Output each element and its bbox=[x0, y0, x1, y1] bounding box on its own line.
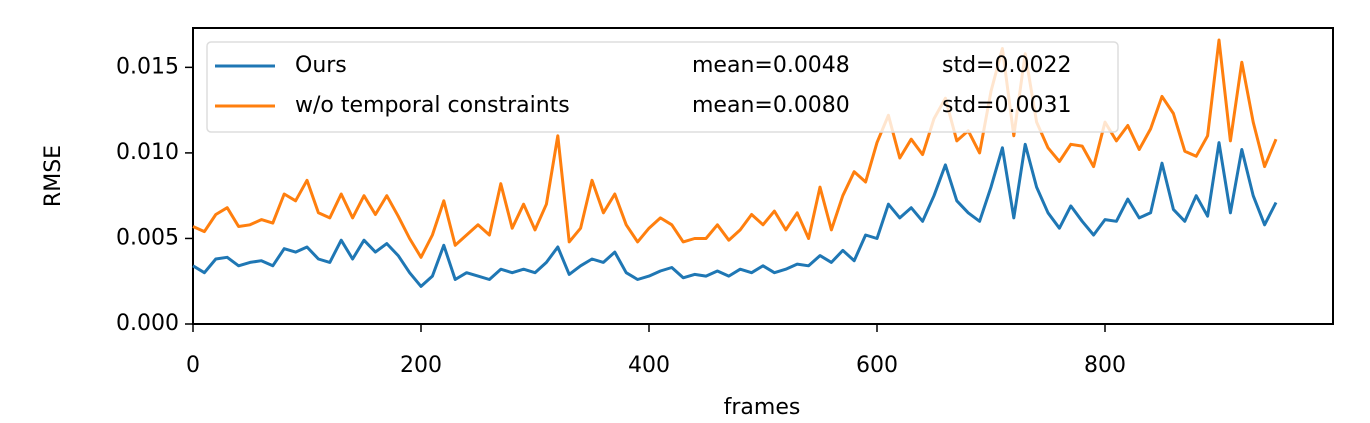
plot-frame bbox=[192, 27, 1334, 325]
legend-std: std=0.0022 bbox=[942, 53, 1071, 78]
series-line bbox=[192, 141, 1278, 288]
legend-mean: mean=0.0048 bbox=[692, 53, 850, 78]
x-axis-label: frames bbox=[724, 395, 801, 420]
legend-box bbox=[206, 41, 1119, 133]
legend-mean: mean=0.0080 bbox=[692, 93, 850, 118]
y-tick-label: 0.010 bbox=[116, 140, 179, 165]
x-tick-label: 0 bbox=[186, 353, 200, 378]
x-tick-label: 200 bbox=[400, 353, 442, 378]
y-axis-label: RMSE bbox=[41, 145, 66, 207]
x-tick-label: 800 bbox=[1084, 353, 1126, 378]
legend-label: w/o temporal constraints bbox=[295, 93, 570, 118]
y-tick-label: 0.000 bbox=[116, 311, 179, 336]
legend-std: std=0.0031 bbox=[942, 93, 1071, 118]
series-line bbox=[192, 38, 1278, 259]
y-tick-label: 0.015 bbox=[116, 54, 179, 79]
x-tick-label: 400 bbox=[628, 353, 670, 378]
y-tick-label: 0.005 bbox=[116, 225, 179, 250]
legend-label: Ours bbox=[295, 53, 347, 78]
x-tick-label: 600 bbox=[856, 353, 898, 378]
